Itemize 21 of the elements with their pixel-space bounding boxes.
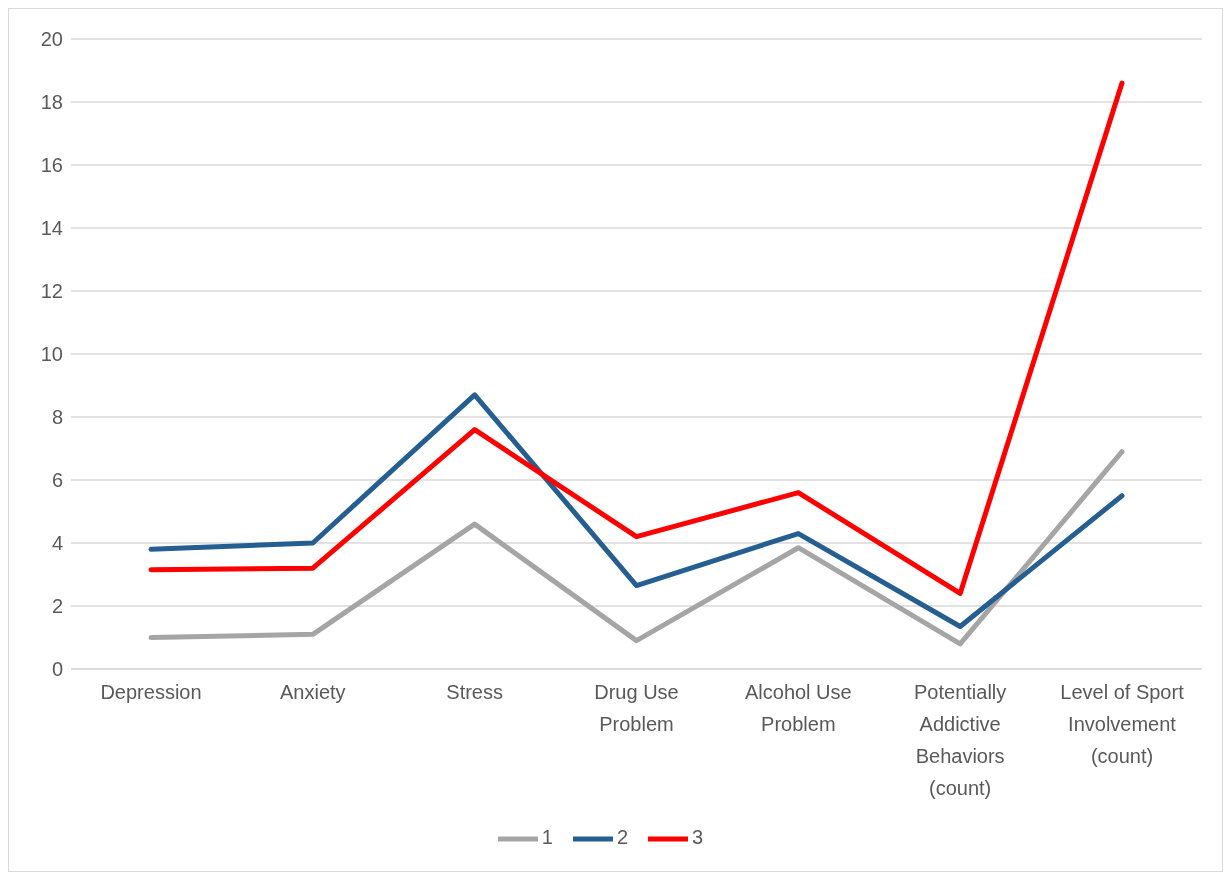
y-tick-label: 2 (51, 595, 63, 618)
y-tick-label: 10 (40, 343, 63, 366)
y-tick-label: 4 (51, 532, 63, 555)
x-tick-label: Potentially Addictive Behaviors (count) (914, 681, 1007, 799)
y-tick-label: 18 (40, 91, 63, 114)
x-tick-label: Level of Sport Involvement (count) (1060, 681, 1185, 767)
y-tick-label: 16 (40, 154, 63, 177)
y-tick-label: 14 (40, 217, 63, 240)
legend-label: 1 (541, 826, 553, 849)
x-tick-label: Alcohol Use Problem (744, 681, 852, 735)
legend-label: 3 (692, 826, 704, 849)
x-tick-label: Stress (446, 681, 504, 703)
legend-label: 2 (616, 826, 629, 849)
x-tick-label: Anxiety (280, 681, 346, 703)
y-tick-label: 8 (51, 406, 63, 429)
x-tick-label: Drug Use Problem (594, 681, 679, 735)
y-tick-label: 20 (40, 28, 63, 51)
y-tick-label: 0 (51, 658, 63, 681)
y-tick-label: 6 (51, 469, 63, 492)
x-tick-label: Depression (100, 681, 202, 703)
y-tick-label: 12 (40, 280, 63, 303)
